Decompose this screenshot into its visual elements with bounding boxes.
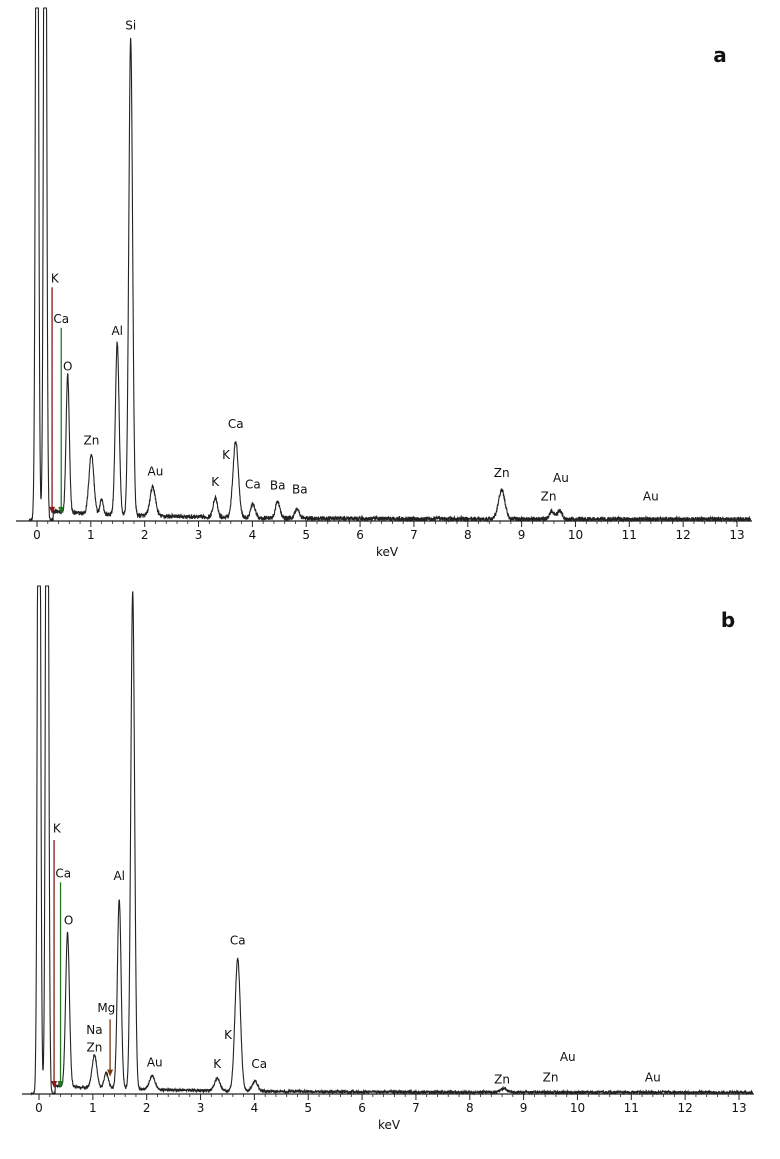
peak-label: Au <box>553 471 569 485</box>
eds-spectrum-panel-b: b012345678910111213keVSiAlOMgNaZnAuKKCaC… <box>22 585 754 1132</box>
x-tick-label: 0 <box>33 528 41 542</box>
peak-label: K <box>222 448 231 462</box>
peak-label: Ca <box>245 478 261 492</box>
spectrum-trace <box>30 585 754 1096</box>
x-tick-label: 4 <box>251 1101 259 1115</box>
peak-label: Al <box>113 869 125 883</box>
x-tick-label: 12 <box>676 528 691 542</box>
peak-label: Zn <box>494 1073 510 1087</box>
peak-label: Ca <box>228 417 244 431</box>
x-tick-label: 11 <box>624 1101 639 1115</box>
x-tick-label: 6 <box>358 1101 366 1115</box>
x-tick-label: 3 <box>197 1101 205 1115</box>
x-tick-label: 9 <box>520 1101 528 1115</box>
peak-label: O <box>64 914 73 928</box>
peak-label: Au <box>645 1071 661 1085</box>
peak-marker-arrow <box>58 327 65 514</box>
peak-marker-arrow <box>49 287 56 514</box>
x-tick-label: 11 <box>622 528 637 542</box>
peak-label: Ca <box>251 1057 267 1071</box>
peak-label: Zn <box>87 1041 103 1055</box>
peak-label: Zn <box>543 1071 559 1085</box>
peak-label: K <box>53 822 62 836</box>
x-tick-label: 10 <box>568 528 583 542</box>
x-tick-label: 2 <box>141 528 149 542</box>
x-tick-label: 9 <box>518 528 526 542</box>
peak-label: K <box>51 272 60 286</box>
x-tick-label: 8 <box>466 1101 474 1115</box>
x-tick-label: 8 <box>464 528 472 542</box>
panel-label: a <box>713 43 727 67</box>
peak-label: Au <box>560 1050 576 1064</box>
x-tick-label: 7 <box>410 528 418 542</box>
peak-label: Zn <box>83 434 99 448</box>
x-tick-label: 0 <box>35 1101 43 1115</box>
x-tick-label: 6 <box>356 528 364 542</box>
panel-label: b <box>721 608 735 632</box>
peak-label: Ca <box>55 866 71 880</box>
spectrum-trace <box>28 7 752 524</box>
peak-label: K <box>224 1028 233 1042</box>
peak-marker-arrow <box>51 840 58 1089</box>
peak-label: Ca <box>53 312 69 326</box>
x-tick-label: 5 <box>302 528 310 542</box>
x-tick-label: 7 <box>412 1101 420 1115</box>
peak-marker-arrow <box>107 1019 114 1077</box>
peak-label: O <box>63 360 72 374</box>
x-tick-label: 1 <box>89 1101 97 1115</box>
x-tick-label: 5 <box>304 1101 312 1115</box>
peak-label: K <box>213 1057 222 1071</box>
peak-label: Al <box>111 324 123 338</box>
x-tick-label: 3 <box>195 528 203 542</box>
peak-label: Mg <box>97 1001 115 1015</box>
x-tick-label: 12 <box>678 1101 693 1115</box>
peak-label: Na <box>86 1023 102 1037</box>
peak-label: Au <box>148 465 164 479</box>
x-tick-label: 13 <box>731 1101 746 1115</box>
peak-label: Au <box>147 1056 163 1070</box>
peak-label: Ca <box>230 934 246 948</box>
peak-label: Au <box>643 489 659 503</box>
peak-label: K <box>211 475 220 489</box>
x-tick-label: 10 <box>570 1101 585 1115</box>
peak-label: Si <box>125 19 136 33</box>
x-axis-title: keV <box>376 545 399 559</box>
x-axis-title: keV <box>378 1118 401 1132</box>
peak-label: Zn <box>541 489 557 503</box>
x-tick-label: 1 <box>87 528 95 542</box>
peak-label: Ba <box>270 479 286 493</box>
peak-label: Zn <box>494 466 510 480</box>
peak-label: Ba <box>292 482 308 496</box>
x-tick-label: 4 <box>249 528 257 542</box>
x-tick-label: 2 <box>143 1101 151 1115</box>
peak-marker-arrow <box>57 882 64 1089</box>
x-tick-label: 13 <box>729 528 744 542</box>
